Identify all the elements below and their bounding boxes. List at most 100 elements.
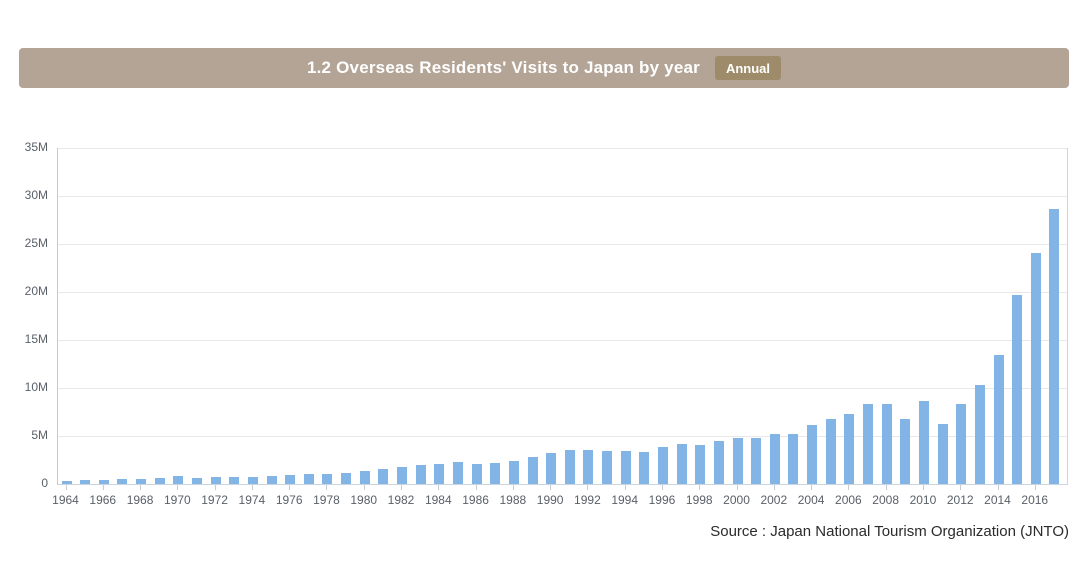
- x-tick-mark-1996: [661, 485, 663, 490]
- bar-2011[interactable]: [937, 424, 948, 484]
- bar-1973[interactable]: [229, 476, 240, 484]
- x-tick-2014: 2014: [984, 493, 1011, 507]
- y-tick-35M: 35M: [24, 140, 48, 154]
- bar-1983[interactable]: [415, 465, 426, 484]
- bar-1972[interactable]: [210, 477, 221, 484]
- bar-1980[interactable]: [359, 471, 370, 484]
- bar-1992[interactable]: [583, 449, 594, 484]
- x-tick-2010: 2010: [909, 493, 937, 507]
- bar-2003[interactable]: [788, 433, 799, 484]
- x-tick-mark-1976: [289, 485, 291, 490]
- x-tick-mark-1998: [699, 485, 701, 490]
- gridline-20M: [58, 292, 1067, 293]
- x-tick-2000: 2000: [723, 493, 750, 507]
- y-tick-25M: 25M: [24, 236, 48, 250]
- bar-1982[interactable]: [397, 466, 408, 484]
- bar-2005[interactable]: [825, 419, 836, 484]
- x-tick-2008: 2008: [872, 493, 899, 507]
- bar-1990[interactable]: [546, 452, 557, 484]
- x-tick-mark-1964: [65, 485, 67, 490]
- x-tick-mark-1994: [624, 485, 626, 490]
- y-tick-10M: 10M: [24, 380, 48, 394]
- x-tick-1968: 1968: [126, 493, 154, 507]
- bar-1985[interactable]: [452, 461, 463, 484]
- source-note: Source : Japan National Tourism Organiza…: [710, 523, 1069, 540]
- x-tick-mark-2008: [885, 485, 887, 490]
- x-tick-mark-1972: [214, 485, 216, 490]
- bar-1964[interactable]: [61, 480, 72, 484]
- gridline-10M: [58, 388, 1067, 389]
- x-tick-1996: 1996: [648, 493, 676, 507]
- x-tick-mark-1988: [512, 485, 514, 490]
- bar-1966[interactable]: [98, 479, 109, 484]
- bar-1969[interactable]: [154, 478, 165, 484]
- x-tick-mark-1992: [587, 485, 589, 490]
- bar-2006[interactable]: [844, 413, 855, 484]
- x-tick-mark-2016: [1034, 485, 1036, 490]
- x-tick-mark-2004: [811, 485, 813, 490]
- plot-area: [57, 148, 1068, 485]
- x-tick-mark-1970: [177, 485, 179, 490]
- bar-1984[interactable]: [434, 463, 445, 484]
- bar-2000[interactable]: [732, 438, 743, 484]
- x-tick-1992: 1992: [574, 493, 601, 507]
- bar-1999[interactable]: [713, 441, 724, 484]
- x-tick-mark-2012: [960, 485, 962, 490]
- x-tick-1966: 1966: [89, 493, 117, 507]
- x-tick-2006: 2006: [835, 493, 862, 507]
- annual-frequency-badge[interactable]: Annual: [714, 56, 782, 80]
- bar-1978[interactable]: [322, 474, 333, 484]
- bar-1970[interactable]: [173, 475, 184, 484]
- bar-1998[interactable]: [695, 444, 706, 484]
- bar-1991[interactable]: [564, 450, 575, 484]
- bar-1986[interactable]: [471, 464, 482, 484]
- bar-1987[interactable]: [490, 463, 501, 484]
- x-tick-mark-1968: [140, 485, 142, 490]
- x-tick-mark-1974: [251, 485, 253, 490]
- bar-2004[interactable]: [807, 425, 818, 484]
- bar-2009[interactable]: [900, 418, 911, 484]
- bar-2016[interactable]: [1030, 253, 1041, 484]
- bar-1989[interactable]: [527, 456, 538, 484]
- x-tick-1982: 1982: [387, 493, 415, 507]
- bar-1997[interactable]: [676, 443, 687, 484]
- bar-2015[interactable]: [1012, 294, 1023, 484]
- y-tick-5M: 5M: [31, 428, 48, 442]
- bar-2007[interactable]: [863, 403, 874, 484]
- bar-1974[interactable]: [247, 476, 258, 484]
- bar-1995[interactable]: [639, 451, 650, 484]
- x-tick-2004: 2004: [797, 493, 825, 507]
- gridline-15M: [58, 340, 1067, 341]
- bar-2014[interactable]: [993, 355, 1004, 484]
- bar-1981[interactable]: [378, 468, 389, 484]
- bar-1994[interactable]: [620, 450, 631, 484]
- bar-1967[interactable]: [117, 479, 128, 484]
- bar-2013[interactable]: [974, 384, 985, 484]
- y-tick-30M: 30M: [24, 188, 48, 202]
- bar-1977[interactable]: [303, 474, 314, 484]
- bar-2012[interactable]: [956, 403, 967, 484]
- x-tick-1970: 1970: [163, 493, 191, 507]
- y-tick-0: 0: [41, 476, 48, 490]
- gridline-30M: [58, 196, 1067, 197]
- bar-1968[interactable]: [136, 479, 147, 484]
- gridline-25M: [58, 244, 1067, 245]
- bar-2017[interactable]: [1049, 208, 1060, 484]
- bar-1996[interactable]: [657, 447, 668, 484]
- bar-2002[interactable]: [769, 433, 780, 484]
- x-tick-1994: 1994: [611, 493, 639, 507]
- x-tick-mark-1966: [102, 485, 104, 490]
- bar-1975[interactable]: [266, 476, 277, 484]
- bar-1976[interactable]: [285, 475, 296, 484]
- x-tick-1998: 1998: [685, 493, 713, 507]
- x-tick-1984: 1984: [424, 493, 452, 507]
- bar-1979[interactable]: [341, 473, 352, 484]
- bar-2001[interactable]: [751, 438, 762, 484]
- bar-1971[interactable]: [191, 477, 202, 484]
- bar-2008[interactable]: [881, 403, 892, 484]
- bar-1993[interactable]: [602, 451, 613, 484]
- bar-1988[interactable]: [508, 461, 519, 484]
- gridline-5M: [58, 436, 1067, 437]
- bar-2010[interactable]: [918, 401, 929, 484]
- bar-1965[interactable]: [80, 480, 91, 484]
